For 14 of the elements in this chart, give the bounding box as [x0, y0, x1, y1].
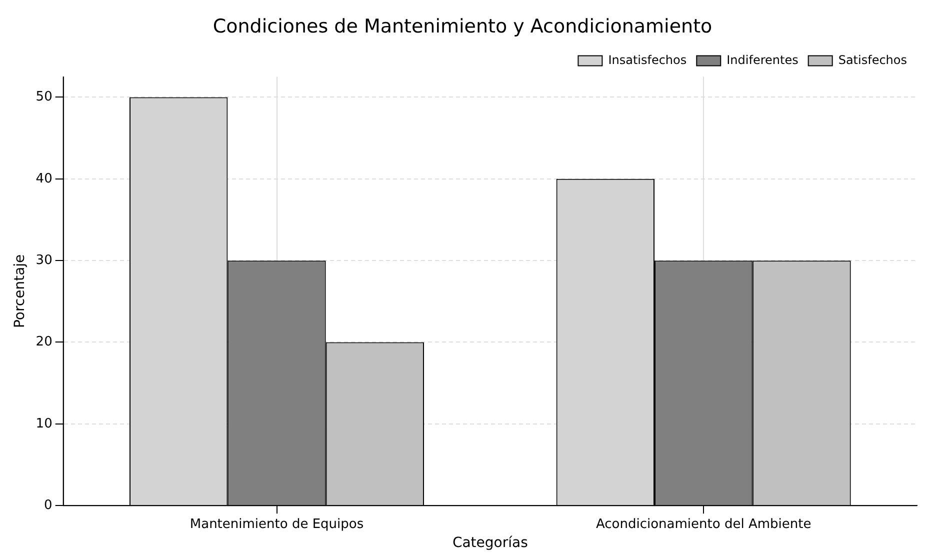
x-tick-label: Acondicionamiento del Ambiente — [596, 516, 812, 532]
legend-label: Insatisfechos — [608, 52, 687, 67]
y-tick-label: 10 — [36, 416, 52, 432]
x-tick-label: Mantenimiento de Equipos — [190, 516, 364, 532]
y-tick-label: 0 — [44, 498, 52, 513]
chart-title: Condiciones de Mantenimiento y Acondicionamiento — [212, 15, 712, 38]
y-axis-title: Porcentaje — [12, 254, 28, 328]
y-tick-label: 50 — [36, 90, 52, 105]
legend-label: Satisfechos — [838, 52, 908, 67]
legend-label: Indiferentes — [726, 52, 798, 67]
y-tick-label: 30 — [36, 252, 52, 268]
x-axis-title: Categorías — [452, 535, 528, 552]
y-tick-label: 40 — [36, 171, 52, 186]
y-tick-label: 20 — [36, 334, 52, 350]
